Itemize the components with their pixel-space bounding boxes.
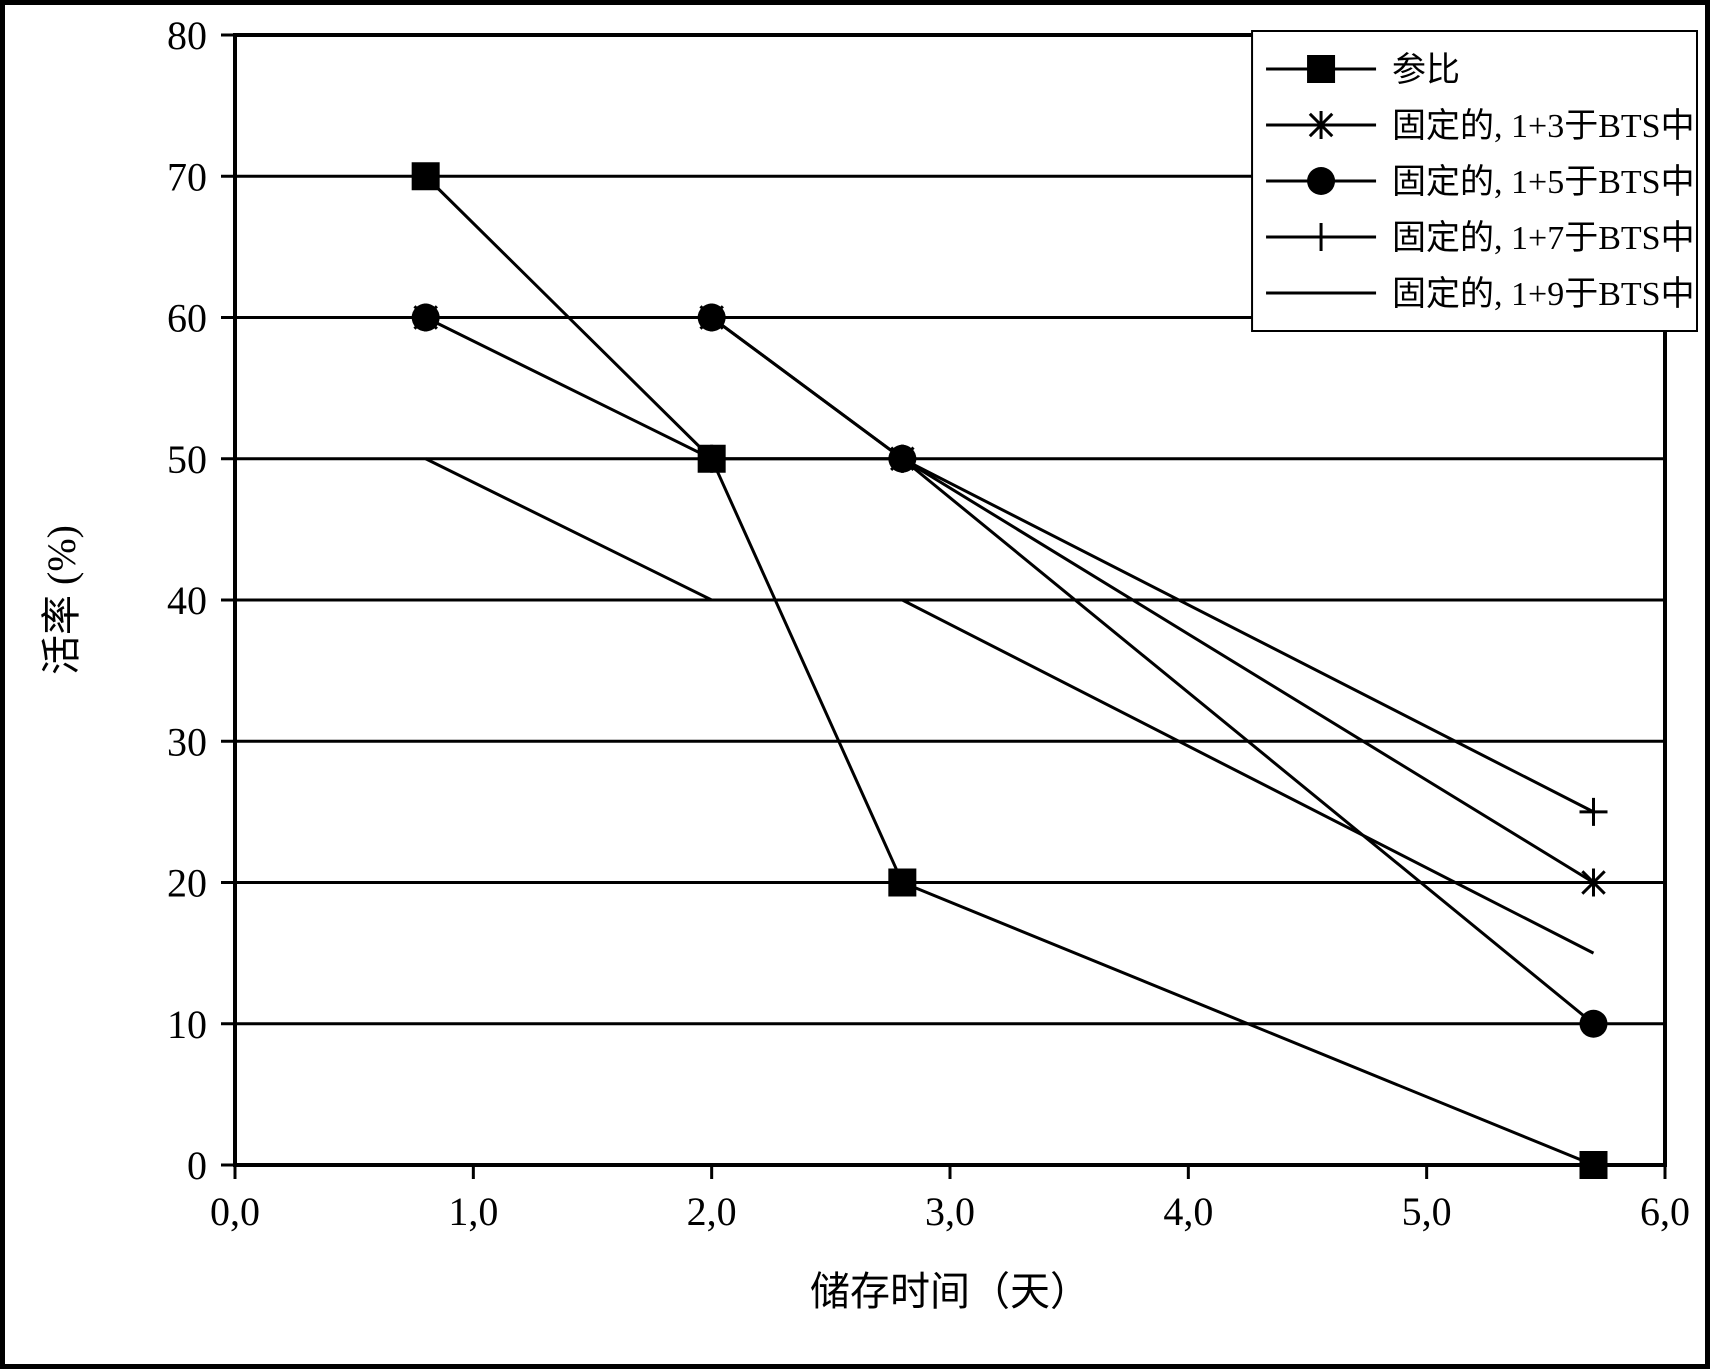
y-tick-label: 80: [167, 13, 207, 58]
y-axis-label: 活率 (%): [39, 525, 84, 675]
legend-label: 固定的, 1+9于BTS中: [1392, 275, 1695, 313]
legend-label: 固定的, 1+7于BTS中: [1392, 219, 1695, 257]
x-tick-label: 6,0: [1640, 1189, 1690, 1234]
marker-square: [412, 162, 440, 190]
legend: 参比固定的, 1+3于BTS中固定的, 1+5于BTS中固定的, 1+7于BTS…: [1252, 31, 1697, 331]
x-tick-label: 4,0: [1163, 1189, 1213, 1234]
y-tick-label: 60: [167, 296, 207, 341]
marker-square: [698, 445, 726, 473]
x-tick-label: 3,0: [925, 1189, 975, 1234]
x-axis-label: 储存时间（天）: [810, 1269, 1090, 1314]
y-tick-label: 70: [167, 154, 207, 199]
y-tick-label: 20: [167, 861, 207, 906]
y-tick-label: 0: [187, 1143, 207, 1188]
legend-label: 固定的, 1+5于BTS中: [1392, 163, 1695, 201]
legend-label: 参比: [1392, 51, 1460, 89]
y-tick-label: 50: [167, 437, 207, 482]
marker-circle: [1580, 1010, 1608, 1038]
x-tick-label: 1,0: [448, 1189, 498, 1234]
y-tick-label: 10: [167, 1002, 207, 1047]
x-tick-label: 0,0: [210, 1189, 260, 1234]
chart-svg: 0,0 1,0 2,0 3,0 4,0 5,0 6,0 储存时间（天） 0 10 20 30 40 50 6…: [5, 5, 1705, 1364]
marker-square: [1307, 55, 1335, 83]
x-tick-label: 5,0: [1402, 1189, 1452, 1234]
marker-circle: [1307, 167, 1335, 195]
y-tick-label: 40: [167, 578, 207, 623]
marker-square: [1580, 1151, 1608, 1179]
y-tick-label: 30: [167, 719, 207, 764]
chart-container: 0,0 1,0 2,0 3,0 4,0 5,0 6,0 储存时间（天） 0 10 20 30 40 50 6…: [0, 0, 1710, 1369]
x-tick-label: 2,0: [687, 1189, 737, 1234]
legend-label: 固定的, 1+3于BTS中: [1392, 107, 1695, 145]
marker-square: [888, 869, 916, 897]
